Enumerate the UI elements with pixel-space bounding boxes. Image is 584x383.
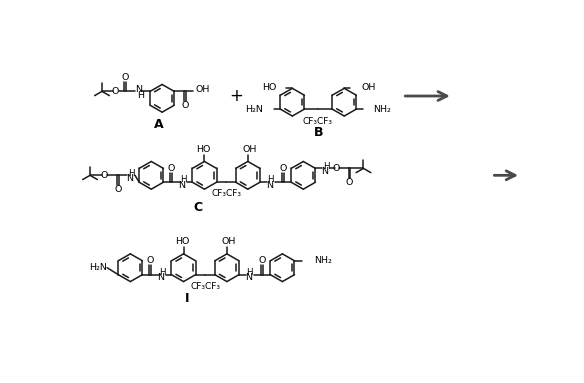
- Text: N: N: [321, 167, 328, 176]
- Text: H₂N: H₂N: [245, 105, 263, 114]
- Text: HO: HO: [196, 145, 210, 154]
- Text: CF₃CF₃: CF₃CF₃: [211, 189, 241, 198]
- Text: H: H: [128, 169, 134, 177]
- Text: HO: HO: [175, 237, 189, 246]
- Text: H: H: [246, 268, 253, 277]
- Text: NH₂: NH₂: [315, 256, 332, 265]
- Text: N: N: [245, 273, 252, 282]
- Text: O: O: [333, 164, 340, 173]
- Text: CF₃CF₃: CF₃CF₃: [190, 282, 220, 291]
- Text: OH: OH: [361, 83, 376, 92]
- Text: CF₃CF₃: CF₃CF₃: [303, 117, 332, 126]
- Text: H: H: [137, 91, 144, 100]
- Text: N: N: [266, 181, 273, 190]
- Text: O: O: [182, 101, 189, 110]
- Text: O: O: [168, 164, 175, 173]
- Text: O: O: [346, 178, 353, 187]
- Text: C: C: [194, 201, 203, 214]
- Text: O: O: [100, 171, 107, 180]
- Text: OH: OH: [221, 237, 235, 246]
- Text: B: B: [314, 126, 323, 139]
- Text: H: H: [323, 162, 329, 170]
- Text: O: O: [121, 73, 129, 82]
- Text: H: H: [180, 175, 187, 185]
- Text: OH: OH: [242, 145, 256, 154]
- Text: N: N: [158, 273, 165, 282]
- Text: H₂N: H₂N: [89, 263, 107, 272]
- Text: A: A: [154, 118, 163, 131]
- Text: O: O: [280, 164, 287, 173]
- Text: O: O: [259, 256, 266, 265]
- Text: O: O: [147, 256, 154, 265]
- Text: OH: OH: [195, 85, 210, 94]
- Text: I: I: [185, 292, 190, 305]
- Text: +: +: [229, 87, 243, 105]
- Text: O: O: [112, 87, 119, 96]
- Text: NH₂: NH₂: [373, 105, 391, 114]
- Text: N: N: [135, 85, 142, 94]
- Text: O: O: [114, 185, 121, 194]
- Text: H: H: [267, 175, 274, 185]
- Text: N: N: [179, 181, 186, 190]
- Text: N: N: [126, 174, 133, 183]
- Text: HO: HO: [262, 83, 277, 92]
- Text: H: H: [159, 268, 166, 277]
